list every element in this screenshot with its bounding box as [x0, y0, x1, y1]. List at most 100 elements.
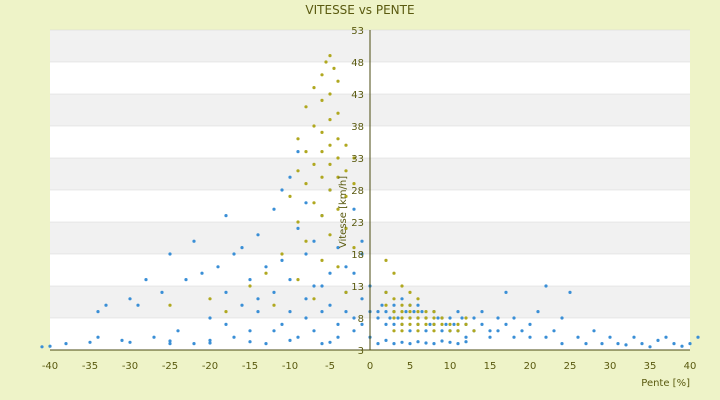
data-point-blue: [168, 342, 172, 346]
x-tick-label: -10: [282, 361, 298, 372]
data-point-olive: [464, 322, 468, 326]
data-point-olive: [280, 252, 284, 256]
data-point-blue: [208, 316, 212, 320]
data-point-blue: [424, 329, 428, 333]
data-point-blue: [496, 329, 500, 333]
data-point-blue: [576, 335, 580, 339]
x-tick-labels: -40 -35 -30 -25 -20 -15 -10 -5 0 5 10 15 20 25 30 35 40: [42, 361, 697, 372]
data-point-olive: [336, 265, 340, 269]
data-point-blue: [688, 342, 692, 346]
data-point-blue: [512, 335, 516, 339]
data-point-blue: [360, 239, 364, 243]
data-point-olive: [424, 322, 428, 326]
data-point-blue: [424, 341, 428, 345]
data-point-olive: [312, 86, 316, 90]
data-point-olive: [424, 310, 428, 314]
data-point-blue: [304, 316, 308, 320]
data-point-olive: [320, 175, 324, 179]
data-point-blue: [288, 175, 292, 179]
x-tick-label: -35: [82, 361, 98, 372]
data-point-blue: [352, 329, 356, 333]
data-point-blue: [192, 342, 196, 346]
data-point-olive: [320, 98, 324, 102]
data-point-blue: [288, 338, 292, 342]
data-point-blue: [616, 342, 620, 346]
data-point-blue: [320, 342, 324, 346]
data-point-blue: [472, 316, 476, 320]
data-point-olive: [336, 79, 340, 83]
data-point-olive: [344, 169, 348, 173]
data-point-olive: [440, 322, 444, 326]
data-point-blue: [232, 252, 236, 256]
x-tick-label: 40: [684, 361, 697, 372]
data-point-blue: [448, 340, 452, 344]
data-point-blue: [296, 335, 300, 339]
data-point-olive: [416, 316, 420, 320]
data-point-blue: [296, 150, 300, 154]
data-point-blue: [256, 233, 260, 237]
data-point-blue: [320, 284, 324, 288]
x-tick-label: 25: [564, 361, 577, 372]
data-point-blue: [152, 335, 156, 339]
data-point-blue: [404, 310, 408, 314]
data-point-blue: [672, 342, 676, 346]
data-point-olive: [456, 329, 460, 333]
data-point-olive: [432, 322, 436, 326]
data-point-blue: [296, 226, 300, 230]
x-tick-label: -40: [42, 361, 58, 372]
data-point-olive: [272, 303, 276, 307]
data-point-olive: [336, 156, 340, 160]
data-point-olive: [328, 54, 332, 58]
data-point-olive: [392, 329, 396, 333]
data-point-blue: [380, 303, 384, 307]
data-point-blue: [560, 342, 564, 346]
data-point-olive: [224, 310, 228, 314]
x-tick-label: 15: [484, 361, 497, 372]
data-point-olive: [408, 322, 412, 326]
data-point-blue: [400, 297, 404, 301]
data-point-blue: [488, 329, 492, 333]
data-point-blue: [488, 335, 492, 339]
x-tick-label: 35: [644, 361, 657, 372]
data-point-olive: [296, 220, 300, 224]
data-point-blue: [640, 342, 644, 346]
data-point-blue: [144, 278, 148, 282]
data-point-blue: [376, 342, 380, 346]
data-point-olive: [416, 322, 420, 326]
data-point-blue: [480, 310, 484, 314]
data-point-blue: [504, 322, 508, 326]
data-point-blue: [224, 214, 228, 218]
data-point-olive: [408, 290, 412, 294]
data-point-blue: [96, 310, 100, 314]
data-point-blue: [544, 284, 548, 288]
data-point-blue: [192, 239, 196, 243]
data-point-blue: [280, 188, 284, 192]
axes: [50, 30, 690, 351]
data-point-blue: [456, 310, 460, 314]
data-point-blue: [224, 322, 228, 326]
data-point-olive: [432, 316, 436, 320]
data-point-olive: [304, 150, 308, 154]
data-point-blue: [388, 316, 392, 320]
data-point-blue: [384, 322, 388, 326]
data-point-olive: [416, 310, 420, 314]
data-point-blue: [456, 342, 460, 346]
data-point-blue: [240, 303, 244, 307]
data-point-blue: [312, 329, 316, 333]
data-point-olive: [296, 169, 300, 173]
x-tick-label: -5: [325, 361, 335, 372]
data-point-olive: [352, 246, 356, 250]
data-point-olive: [328, 188, 332, 192]
data-point-olive: [336, 137, 340, 141]
data-point-blue: [480, 322, 484, 326]
data-point-blue: [248, 340, 252, 344]
data-point-blue: [128, 340, 132, 344]
data-point-olive: [408, 310, 412, 314]
data-point-blue: [376, 310, 380, 314]
data-point-blue: [440, 339, 444, 343]
data-point-blue: [360, 297, 364, 301]
data-point-blue: [632, 335, 636, 339]
y-tick-label: 28: [351, 186, 364, 197]
data-point-blue: [584, 342, 588, 346]
